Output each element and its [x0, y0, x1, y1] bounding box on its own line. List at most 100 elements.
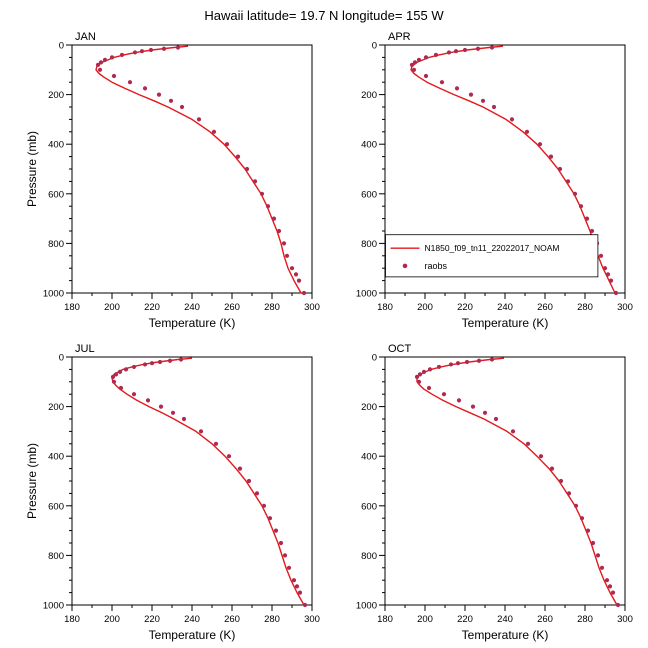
raobs-dot — [489, 45, 495, 50]
raobs-dot — [145, 398, 151, 403]
raobs-dot — [489, 357, 495, 362]
raobs-dot — [608, 278, 614, 283]
raobs-dot — [149, 361, 155, 366]
raobs-dot — [170, 410, 176, 415]
raobs-dot — [123, 367, 129, 372]
panel-label: OCT — [388, 343, 412, 355]
raobs-dot — [433, 52, 439, 58]
raobs-dot — [179, 104, 185, 110]
raobs-dot — [142, 86, 148, 91]
raobs-dot — [441, 392, 447, 397]
x-axis-title: Temperature (K) — [462, 628, 549, 642]
raobs-dot — [252, 179, 258, 184]
raobs-dot — [604, 578, 610, 583]
raobs-dot — [416, 57, 422, 62]
y-tick-label: 600 — [48, 501, 64, 512]
raobs-dot — [226, 454, 232, 459]
raobs-dot — [595, 553, 601, 558]
raobs-dot — [102, 57, 108, 62]
plot-frame — [384, 356, 626, 606]
x-tick-label: 180 — [64, 302, 80, 313]
panel-label: APR — [388, 31, 411, 43]
raobs-dot — [97, 67, 103, 72]
y-tick-label: 400 — [48, 140, 64, 151]
raobs-dot — [454, 86, 460, 91]
raobs-dot — [482, 410, 488, 415]
raobs-dot — [267, 516, 273, 521]
plot-frame — [71, 356, 313, 606]
raobs-dot — [110, 374, 116, 379]
raobs-dot — [468, 92, 474, 97]
y-tick-label: 400 — [361, 140, 377, 151]
raobs-dot — [464, 359, 470, 365]
y-axis-title: Pressure (mb) — [25, 131, 39, 207]
raobs-dot — [566, 491, 572, 496]
raobs-dot — [462, 47, 468, 53]
raobs-dot — [538, 454, 544, 459]
y-tick-label: 600 — [48, 189, 64, 200]
panel-oct: OCT 180 200 220 240 260 280 300 0 200 400 600 800 100… — [333, 339, 635, 647]
raobs-dot — [296, 278, 302, 283]
y-tick-label: 200 — [361, 90, 377, 101]
raobs-dot — [198, 429, 204, 434]
raobs-dot — [289, 266, 295, 271]
y-tick-label: 0 — [372, 41, 377, 52]
panel-apr: APR 180 200 220 240 260 280 300 0 200 400 600 800 100… — [333, 27, 635, 335]
raobs-dot — [480, 98, 486, 103]
raobs-dot — [448, 362, 454, 367]
plot-frame — [71, 44, 313, 294]
x-tick-label: 220 — [457, 614, 473, 625]
y-tick-label: 200 — [361, 402, 377, 413]
raobs-dot — [590, 540, 596, 546]
raobs-dot — [132, 50, 138, 55]
raobs-dot — [589, 228, 595, 234]
raobs-dot — [439, 80, 445, 85]
raobs-dot — [476, 358, 482, 363]
raobs-dot — [271, 216, 277, 221]
plot-jan: JAN 180 200 220 240 260 280 300 0 200 400 600 800 100… — [25, 31, 320, 330]
raobs-dot — [117, 369, 123, 374]
raobs-dot — [613, 290, 619, 296]
raobs-dot — [237, 466, 243, 471]
raobs-dot — [291, 578, 297, 583]
legend-label-model: N1850_f09_tn11_22022017_NOAM — [425, 243, 560, 253]
raobs-dot — [572, 191, 578, 196]
x-tick-label: 240 — [184, 614, 200, 625]
raobs-dot — [273, 528, 279, 533]
raobs-dot — [605, 272, 611, 277]
x-tick-label: 300 — [304, 614, 320, 625]
raobs-dot — [98, 60, 104, 65]
raobs-dot — [167, 358, 173, 363]
raobs-dot — [470, 404, 476, 409]
raobs-dot — [265, 204, 271, 209]
x-axis-title: Temperature (K) — [462, 316, 549, 330]
raobs-dot — [509, 117, 515, 122]
raobs-dot — [409, 62, 415, 67]
raobs-dot — [127, 80, 133, 85]
raobs-dot — [491, 104, 497, 110]
raobs-dot — [423, 73, 429, 79]
raobs-dot — [302, 602, 308, 608]
raobs-dot — [417, 372, 423, 377]
raobs-dot — [565, 179, 571, 184]
y-tick-label: 0 — [59, 41, 64, 52]
raobs-dot — [282, 553, 288, 558]
raobs-dot — [446, 50, 452, 55]
raobs-dot — [475, 46, 481, 51]
raobs-dot — [111, 379, 117, 384]
raobs-dot — [579, 516, 585, 521]
chart-title: Hawaii latitude= 19.7 N longitude= 155 W — [204, 8, 444, 23]
raobs-dot — [157, 359, 163, 365]
x-tick-label: 220 — [457, 302, 473, 313]
raobs-dot — [421, 369, 427, 374]
raobs-dot — [607, 584, 613, 589]
raobs-dot — [278, 540, 284, 546]
raobs-dot — [599, 565, 605, 570]
raobs-dot — [158, 404, 164, 409]
raobs-dot — [414, 374, 420, 379]
raobs-dot — [178, 357, 184, 362]
x-tick-label: 220 — [144, 302, 160, 313]
raobs-dot — [573, 503, 579, 508]
raobs-dot — [276, 228, 282, 234]
model-line — [416, 357, 618, 606]
